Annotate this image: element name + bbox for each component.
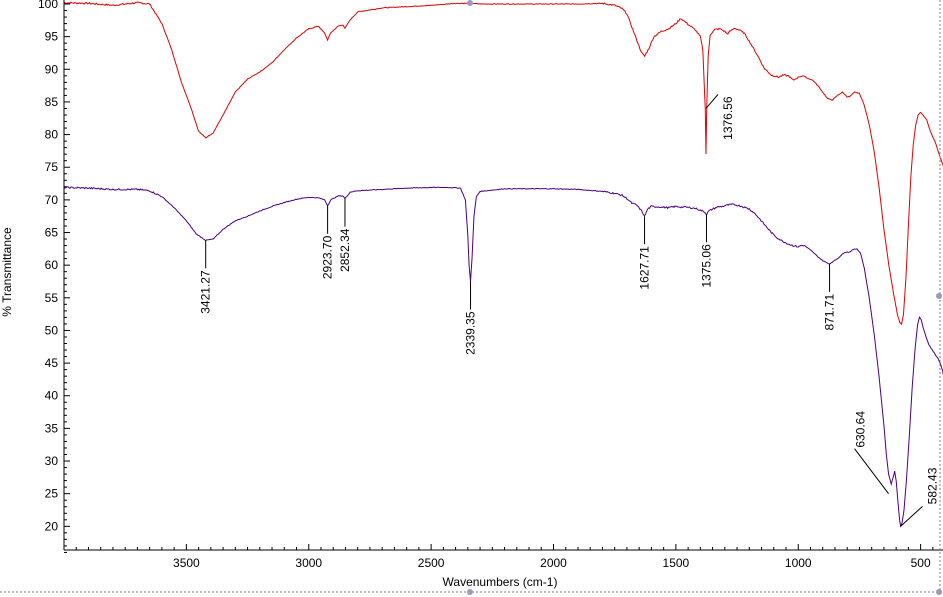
spectrum-series-2	[63, 186, 943, 528]
y-tick-label: 65	[45, 226, 59, 240]
y-axis-label: % Transmittance	[0, 227, 14, 317]
peak-annotation: 2339.35	[464, 281, 478, 355]
peak-marker-line	[854, 448, 889, 494]
peak-label: 3421.27	[199, 270, 213, 314]
y-ticks: 20 25 30 35 40 45 50 55 60 65 70 75 80 85 90 95 100	[38, 0, 70, 553]
peak-annotation: 871.71	[823, 263, 837, 331]
y-tick-label: 80	[45, 128, 59, 142]
x-ticks: 3500 3000 2500 2000 1500 1000 500	[75, 544, 934, 570]
peak-annotation: 2923.70	[321, 205, 335, 279]
y-tick-label: 50	[45, 323, 59, 337]
y-tick-label: 30	[45, 454, 59, 468]
y-tick-label: 20	[45, 519, 59, 533]
peak-annotation: 1376.56	[705, 94, 735, 140]
peak-annotation: 1627.71	[638, 216, 652, 290]
y-tick-label: 35	[45, 421, 59, 435]
y-tick-label: 45	[45, 356, 59, 370]
x-axis-label: Wavenumbers (cm-1)	[443, 575, 558, 589]
peak-annotation: 2852.34	[338, 198, 352, 272]
y-tick-label: 85	[45, 95, 59, 109]
peak-annotation: 582.43	[900, 467, 940, 527]
y-tick-label: 70	[45, 193, 59, 207]
x-tick-label: 3500	[173, 556, 200, 570]
peak-annotation: 630.64	[854, 411, 889, 494]
x-tick-label: 500	[911, 556, 931, 570]
y-tick-label: 75	[45, 160, 59, 174]
resize-handle-bottom[interactable]	[467, 589, 473, 595]
peak-marker-line	[705, 94, 719, 109]
y-tick-label: 60	[45, 258, 59, 272]
x-tick-label: 2500	[418, 556, 445, 570]
peak-annotation: 3421.27	[199, 240, 213, 314]
y-tick-label: 25	[45, 487, 59, 501]
y-tick-label: 95	[45, 30, 59, 44]
spectrum-series-1	[63, 1, 943, 326]
peak-label: 2852.34	[338, 228, 352, 272]
resize-handle-top[interactable]	[467, 0, 473, 6]
y-tick-label: 90	[45, 62, 59, 76]
x-tick-label: 1500	[663, 556, 690, 570]
peak-label: 630.64	[854, 411, 868, 448]
series-layer	[63, 1, 943, 528]
peak-label: 871.71	[823, 294, 837, 331]
x-tick-label: 1000	[785, 556, 812, 570]
peak-annotations: 1376.56 3421.27 2923.70 2852.34 2339.35 1627.…	[199, 94, 940, 527]
y-tick-label: 55	[45, 291, 59, 305]
x-tick-label: 2000	[540, 556, 567, 570]
peak-annotation: 1375.06	[699, 214, 713, 288]
peak-label: 2339.35	[464, 311, 478, 355]
resize-handle-corner[interactable]	[936, 589, 942, 595]
peak-marker-line	[900, 505, 923, 527]
peak-label: 582.43	[926, 467, 940, 504]
peak-label: 1376.56	[721, 96, 735, 140]
y-tick-label: 40	[45, 389, 59, 403]
peak-label: 1627.71	[638, 246, 652, 290]
x-tick-label: 3000	[295, 556, 322, 570]
resize-handle-right[interactable]	[936, 293, 942, 299]
peak-label: 2923.70	[321, 235, 335, 279]
peak-label: 1375.06	[699, 244, 713, 288]
y-tick-label: 100	[38, 0, 58, 11]
